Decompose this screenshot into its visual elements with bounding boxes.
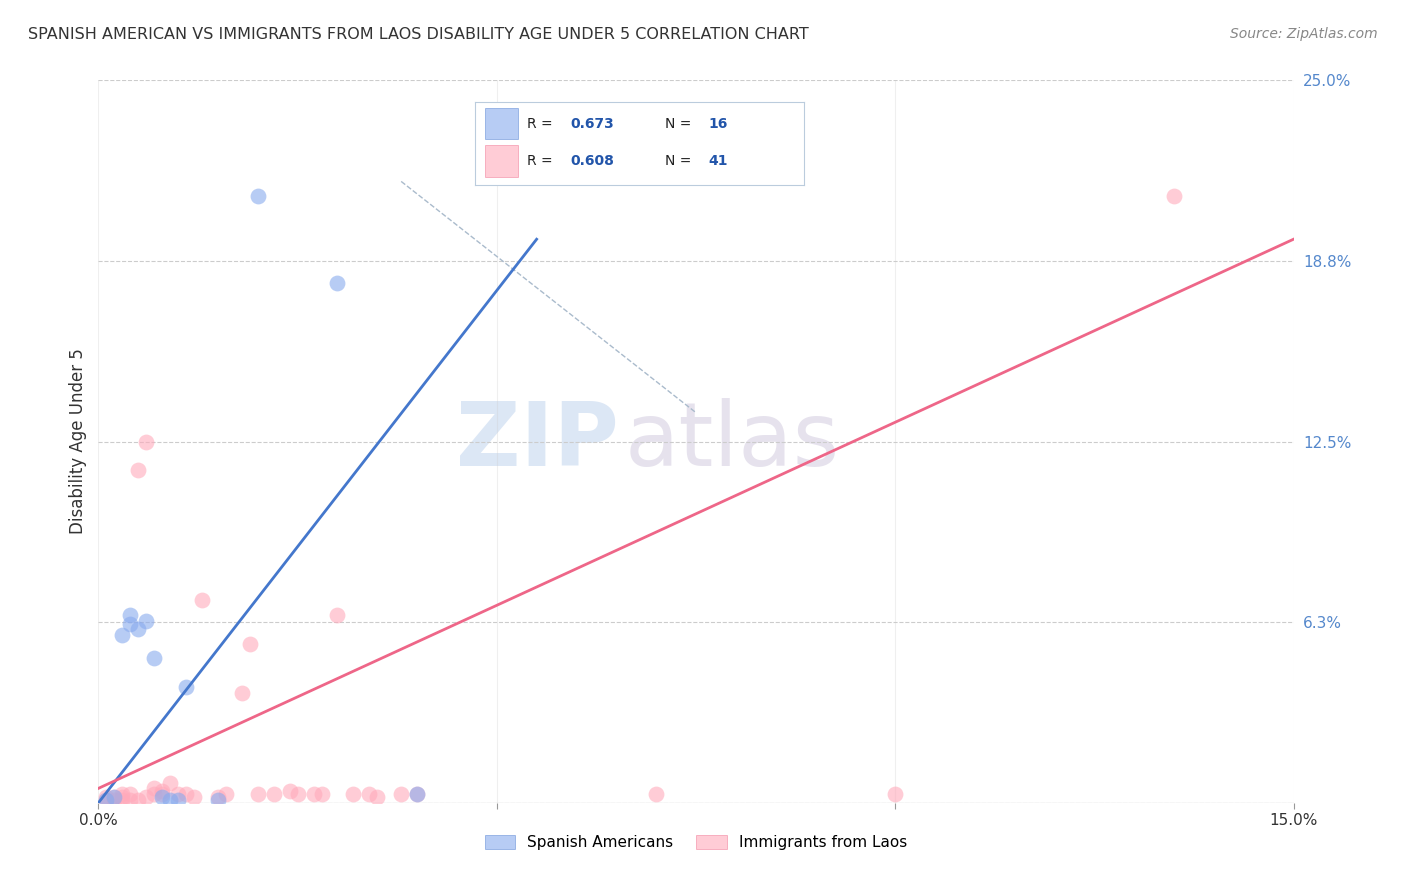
Point [135,434,157,449]
Point [159,775,181,789]
Point [103,790,125,805]
Point [174,787,197,801]
Text: SPANISH AMERICAN VS IMMIGRANTS FROM LAOS DISABILITY AGE UNDER 5 CORRELATION CHAR: SPANISH AMERICAN VS IMMIGRANTS FROM LAOS… [28,27,808,42]
Point [150,790,173,805]
Point [263,787,285,801]
Point [150,784,173,798]
Point [191,593,214,607]
Point [111,628,134,642]
Point [1163,189,1185,203]
Point [884,787,907,801]
Point [167,787,190,801]
Point [103,790,125,805]
Point [111,790,134,805]
Point [127,793,149,807]
Point [231,686,253,700]
Point [143,781,166,796]
Point [366,790,388,805]
Point [159,793,181,807]
Point [111,787,134,801]
Point [135,614,157,628]
Text: Source: ZipAtlas.com: Source: ZipAtlas.com [1230,27,1378,41]
Point [287,787,309,801]
Point [174,680,197,694]
Point [215,787,238,801]
Point [150,787,173,801]
Point [120,787,142,801]
Point [326,276,349,290]
Point [143,787,166,801]
Point [359,787,381,801]
Point [96,793,118,807]
Point [120,616,142,631]
Point [342,787,364,801]
Point [207,793,229,807]
Point [207,790,229,805]
Point [143,651,166,665]
Point [239,637,262,651]
Point [406,787,429,801]
Point [406,787,429,801]
Point [278,784,301,798]
Point [96,793,118,807]
Text: ZIP: ZIP [456,398,619,485]
Point [96,790,118,805]
Legend: Spanish Americans, Immigrants from Laos: Spanish Americans, Immigrants from Laos [478,830,914,856]
Point [120,607,142,622]
Point [326,607,349,622]
Point [246,189,269,203]
Point [167,793,190,807]
Point [127,463,149,477]
Point [103,793,125,807]
Text: atlas: atlas [624,398,839,485]
Point [246,787,269,801]
Point [135,790,157,805]
Point [311,787,333,801]
Point [111,793,134,807]
Point [302,787,325,801]
Point [645,787,668,801]
Point [389,787,412,801]
Point [127,623,149,637]
Y-axis label: Disability Age Under 5: Disability Age Under 5 [69,349,87,534]
Point [183,790,205,805]
Point [120,793,142,807]
